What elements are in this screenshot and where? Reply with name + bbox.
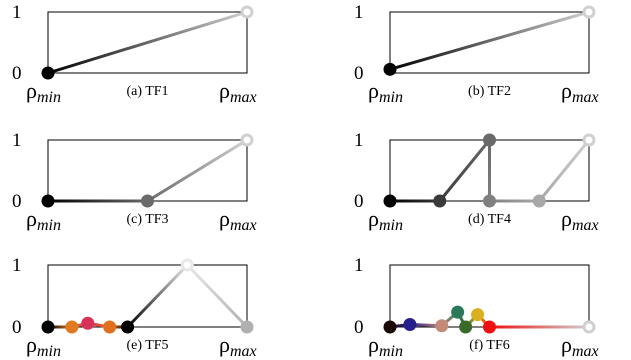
tf-control-point[interactable]: [41, 194, 55, 208]
y-tick-1: 1: [354, 2, 364, 23]
tf-control-point[interactable]: [383, 320, 397, 334]
rho-max-label: ρmax: [219, 332, 257, 360]
tf-control-point[interactable]: [483, 194, 496, 208]
tf-segment: [537, 138, 591, 203]
tf-control-point[interactable]: [433, 194, 447, 208]
rho-min-label: ρmin: [368, 78, 403, 106]
tf-control-point[interactable]: [459, 320, 473, 334]
tf-control-point[interactable]: [41, 66, 55, 80]
rho-max-label: ρmax: [219, 78, 257, 106]
y-tick-0: 0: [354, 63, 364, 84]
rho-min-label: ρmin: [26, 78, 61, 106]
tf-segment: [46, 10, 249, 75]
tf-control-point[interactable]: [141, 194, 154, 208]
panel-caption: (a) TF1: [126, 84, 168, 99]
panel-caption: (d) TF4: [468, 212, 511, 227]
tf-control-point[interactable]: [81, 316, 95, 330]
y-tick-1: 1: [354, 130, 364, 151]
y-tick-1: 1: [354, 255, 364, 276]
tf-control-point[interactable]: [383, 62, 397, 76]
tf-control-point[interactable]: [471, 308, 485, 322]
panel-frame: [47, 11, 248, 74]
y-tick-0: 0: [354, 317, 364, 338]
y-tick-1: 1: [12, 255, 22, 276]
panel-caption: (c) TF3: [126, 212, 168, 227]
tf-control-point[interactable]: [582, 320, 596, 334]
tf-control-point[interactable]: [180, 258, 194, 272]
tf-control-point[interactable]: [582, 5, 596, 19]
tf-segment: [185, 263, 249, 329]
tf-control-point[interactable]: [240, 320, 254, 334]
rho-min-label: ρmin: [26, 332, 61, 360]
rho-max-label: ρmax: [219, 206, 257, 234]
rho-min-label: ρmin: [368, 332, 403, 360]
tf-control-point[interactable]: [65, 320, 79, 334]
tf-control-point[interactable]: [403, 318, 417, 332]
tf-control-point[interactable]: [435, 319, 449, 333]
y-tick-1: 1: [12, 2, 22, 23]
tf-control-point[interactable]: [103, 320, 117, 334]
panel-frame: [389, 11, 590, 74]
y-tick-1: 1: [12, 130, 22, 151]
rho-max-label: ρmax: [561, 78, 599, 106]
tf-segment: [126, 263, 189, 329]
y-tick-0: 0: [354, 191, 364, 212]
tf-control-point[interactable]: [451, 305, 465, 319]
rho-min-label: ρmin: [368, 206, 403, 234]
rho-max-label: ρmax: [561, 332, 599, 360]
tf-segment: [438, 138, 491, 203]
tf-control-point[interactable]: [532, 194, 546, 208]
tf-control-point[interactable]: [240, 5, 254, 19]
panel-caption: (e) TF5: [126, 338, 168, 353]
y-tick-0: 0: [12, 63, 22, 84]
tf-control-point[interactable]: [483, 320, 496, 334]
tf-segment: [146, 138, 249, 203]
panel-caption: (b) TF2: [468, 84, 511, 99]
panel-caption: (f) TF6: [469, 338, 510, 353]
panel-frame: [389, 264, 590, 328]
tf-control-point[interactable]: [582, 133, 596, 147]
y-tick-0: 0: [12, 191, 22, 212]
tf-control-point[interactable]: [41, 320, 55, 334]
tf-control-point[interactable]: [383, 194, 397, 208]
tf-control-point[interactable]: [483, 133, 496, 147]
rho-min-label: ρmin: [26, 206, 61, 234]
tf-segment: [388, 10, 591, 71]
y-tick-0: 0: [12, 317, 22, 338]
tf-control-point[interactable]: [121, 320, 135, 334]
panel-frame: [47, 264, 248, 328]
rho-max-label: ρmax: [561, 206, 599, 234]
tf-control-point[interactable]: [240, 133, 254, 147]
panel-frame: [47, 139, 248, 202]
